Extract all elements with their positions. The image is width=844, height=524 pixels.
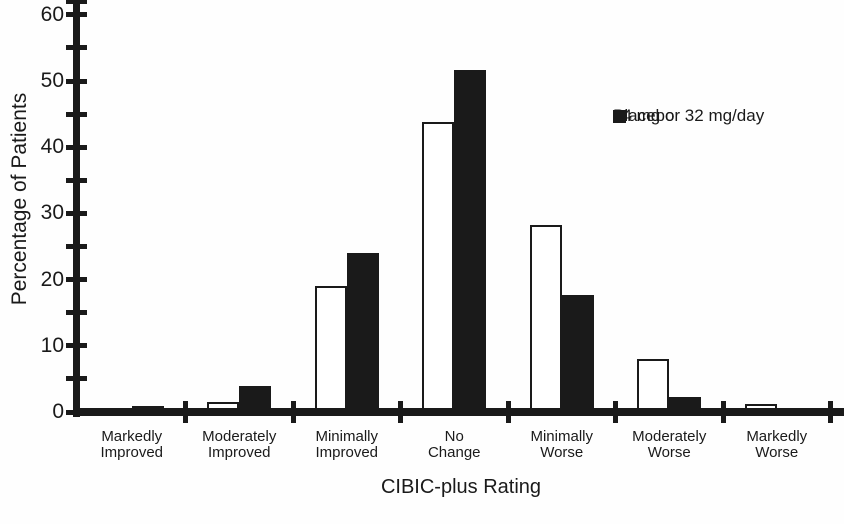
category-label: Moderately Worse <box>632 428 707 461</box>
x-tick <box>183 401 188 423</box>
x-tick <box>398 401 403 423</box>
y-tick-label: 20 <box>40 267 64 291</box>
x-axis-title: CIBIC-plus Rating <box>380 476 542 498</box>
x-tick <box>720 401 726 423</box>
x-tick <box>505 401 511 423</box>
bar-treatment <box>346 253 379 414</box>
bar-treatment <box>561 295 594 414</box>
x-tick <box>290 401 296 423</box>
y-minor-tick <box>66 244 87 249</box>
bar-placebo <box>529 225 562 414</box>
y-minor-tick <box>66 310 87 316</box>
y-axis-end-tick <box>66 0 87 4</box>
y-major-tick <box>66 78 87 84</box>
category-label: Minimally Improved <box>315 428 379 461</box>
bar-placebo <box>314 286 347 414</box>
y-major-tick <box>66 144 87 150</box>
category-label: Markedly Improved <box>100 428 164 461</box>
y-tick-label: 10 <box>40 333 64 357</box>
category-label: Moderately Improved <box>202 428 277 461</box>
y-axis-title: Percentage of Patients <box>8 92 31 306</box>
bar-treatment <box>454 70 487 414</box>
y-tick-label: 60 <box>40 2 64 26</box>
y-tick-label: 30 <box>40 201 64 225</box>
y-minor-tick <box>66 177 87 183</box>
legend-label-treatment: 24 mg or 32 mg/day <box>613 106 765 125</box>
treatment-swatch-icon <box>613 109 626 123</box>
y-major-tick <box>66 277 87 283</box>
x-end-tick <box>828 401 833 423</box>
category-label: No Change <box>427 428 481 461</box>
bar-placebo <box>637 359 670 414</box>
y-minor-tick <box>66 111 87 117</box>
y-tick-label: 50 <box>40 69 64 92</box>
legend-label-placebo: Placebo <box>613 106 675 125</box>
x-tick <box>613 401 618 423</box>
y-tick-label: 0 <box>52 400 64 423</box>
y-minor-tick <box>66 45 87 51</box>
y-major-tick <box>66 12 87 18</box>
category-label: Minimally Worse <box>530 428 593 461</box>
y-minor-tick <box>66 376 87 382</box>
y-major-tick <box>66 343 87 349</box>
category-label: Markedly Worse <box>746 428 808 461</box>
y-major-tick <box>66 409 87 415</box>
y-major-tick <box>66 210 87 216</box>
y-tick-label: 40 <box>40 135 64 159</box>
bar-placebo <box>422 122 455 414</box>
x-axis-line <box>73 408 844 416</box>
y-axis-line <box>73 0 80 417</box>
